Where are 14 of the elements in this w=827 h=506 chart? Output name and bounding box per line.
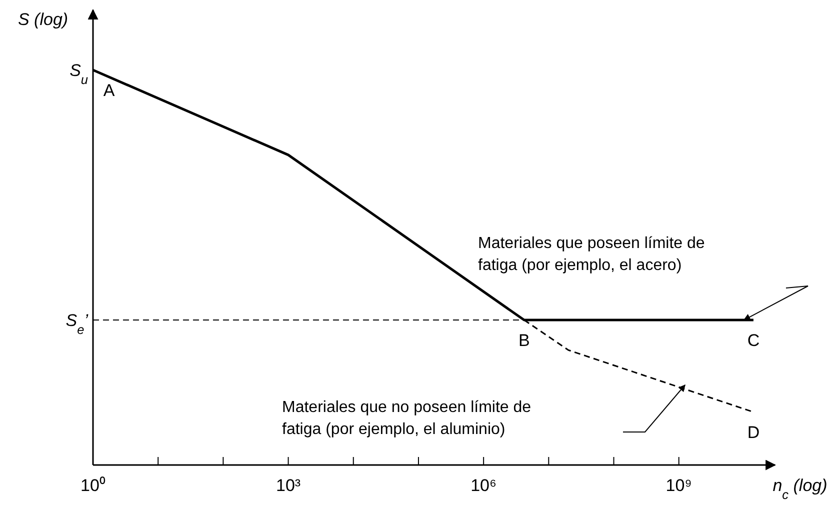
y-axis-title: S (log) — [18, 10, 68, 29]
annotation: D — [747, 423, 760, 442]
annotation: B — [518, 331, 530, 350]
x-tick-label: 10⁹ — [666, 476, 692, 495]
annotation: Materiales que no poseen límite de fatiga (por ejemplo, el aluminio) — [282, 399, 532, 438]
x-axis-title: n$_{c}$ (log) — [772, 476, 827, 502]
x-tick-label: 10³ — [276, 476, 301, 495]
annotation: C — [747, 331, 760, 350]
annotation: Materiales que poseen límite de fatiga (por ejemplo, el acero) — [478, 235, 705, 274]
annotation: S$_{u}$ — [70, 61, 88, 86]
x-tick-label: 10⁶ — [470, 476, 497, 495]
x-tick-label: 10⁰ — [80, 476, 106, 495]
annotation: A — [103, 81, 116, 100]
ref-line-label: S$_{e}$’ — [66, 311, 88, 337]
